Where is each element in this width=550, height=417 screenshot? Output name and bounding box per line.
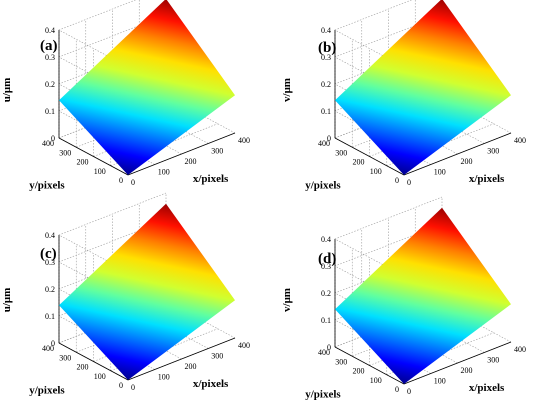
- y-axis-label: y/pixels: [29, 179, 65, 191]
- displacement-surface: [59, 203, 235, 380]
- x-tick-label: 0: [407, 387, 411, 396]
- x-tick-label: 100: [158, 168, 170, 177]
- x-tick-label: 300: [211, 147, 223, 156]
- y-tick-label: 0: [119, 176, 123, 185]
- z-tick-label: 0.3: [321, 262, 331, 271]
- y-axis-line: [334, 137, 405, 176]
- z-axis-label: u/μm: [1, 78, 13, 103]
- z-tick-label: 0.2: [45, 285, 55, 294]
- y-tick-label: 300: [59, 353, 71, 362]
- z-tick-label: 0.3: [321, 53, 331, 62]
- y-tick-label: 0: [395, 385, 399, 394]
- surface-panel-1: 0100200300400010020030040000.10.20.30.4x…: [281, 0, 526, 191]
- y-tick-label: 400: [318, 348, 330, 357]
- z-tick-label: 0.2: [321, 80, 331, 89]
- z-axis-label: v/μm: [281, 78, 293, 102]
- y-tick-label: 400: [318, 139, 330, 148]
- y-axis-label: y/pixels: [305, 179, 341, 191]
- z-tick-label: 0.2: [45, 80, 55, 89]
- panel-label: (d): [318, 251, 336, 267]
- y-tick-label: 300: [335, 148, 347, 157]
- y-tick-label: 200: [77, 363, 89, 372]
- y-axis-line: [58, 137, 129, 176]
- y-tick-label: 300: [335, 357, 347, 366]
- z-tick-label: 0.1: [45, 312, 55, 321]
- y-tick-label: 0: [119, 381, 123, 390]
- y-tick-label: 400: [42, 344, 54, 353]
- surface-panel-2: 0100200300400010020030040000.10.20.30.4x…: [1, 192, 250, 396]
- y-axis-line: [58, 342, 129, 381]
- x-axis-line: [127, 337, 236, 381]
- z-tick-label: 0.1: [45, 107, 55, 116]
- y-tick-label: 0: [395, 176, 399, 185]
- displacement-surface: [335, 207, 511, 384]
- y-tick-label: 100: [94, 167, 106, 176]
- z-tick-label: 0.2: [321, 289, 331, 298]
- z-axis-label: u/μm: [1, 288, 13, 313]
- x-tick-label: 200: [185, 157, 197, 166]
- y-tick-label: 400: [42, 139, 54, 148]
- x-tick-label: 400: [238, 341, 250, 350]
- z-tick-label: 0.4: [45, 231, 55, 240]
- y-axis-line: [334, 346, 405, 385]
- x-axis-label: x/pixels: [469, 173, 505, 185]
- x-axis-label: x/pixels: [469, 382, 505, 394]
- panel-label: (a): [40, 38, 58, 54]
- surface-panel-0: 0100200300400010020030040000.10.20.30.4x…: [1, 0, 250, 191]
- displacement-surface: [59, 0, 235, 175]
- x-tick-label: 300: [211, 352, 223, 361]
- z-tick-label: 0.4: [321, 26, 331, 35]
- y-tick-label: 100: [370, 167, 382, 176]
- z-axis-label: v/μm: [281, 288, 293, 312]
- y-axis-label: y/pixels: [29, 384, 65, 396]
- panel-label: (b): [318, 40, 336, 56]
- x-tick-label: 400: [238, 136, 250, 145]
- x-tick-label: 100: [434, 377, 446, 386]
- x-axis-line: [403, 132, 512, 176]
- z-tick-label: 0: [327, 134, 331, 143]
- y-tick-label: 200: [353, 158, 365, 167]
- x-tick-label: 200: [461, 157, 473, 166]
- x-tick-label: 200: [461, 366, 473, 375]
- y-axis-label: y/pixels: [305, 388, 341, 400]
- y-tick-label: 200: [353, 367, 365, 376]
- x-tick-label: 0: [407, 178, 411, 187]
- displacement-surface: [335, 0, 511, 175]
- z-tick-label: 0: [327, 343, 331, 352]
- z-tick-label: 0: [51, 339, 55, 348]
- surface-panel-3: 0100200300400010020030040000.10.20.30.4x…: [281, 196, 526, 400]
- y-tick-label: 200: [77, 158, 89, 167]
- panel-label: (c): [40, 246, 57, 262]
- x-axis-line: [403, 341, 512, 385]
- x-tick-label: 200: [185, 362, 197, 371]
- x-tick-label: 100: [434, 168, 446, 177]
- z-tick-label: 0.1: [321, 316, 331, 325]
- z-tick-label: 0: [51, 134, 55, 143]
- z-tick-label: 0.4: [45, 26, 55, 35]
- x-tick-label: 400: [514, 345, 526, 354]
- x-tick-label: 100: [158, 373, 170, 382]
- y-tick-label: 100: [94, 372, 106, 381]
- x-axis-label: x/pixels: [193, 378, 229, 390]
- z-tick-label: 0.3: [45, 258, 55, 267]
- x-axis-line: [127, 132, 236, 176]
- x-tick-label: 300: [487, 356, 499, 365]
- x-tick-label: 0: [131, 178, 135, 187]
- x-tick-label: 400: [514, 136, 526, 145]
- y-tick-label: 300: [59, 148, 71, 157]
- z-tick-label: 0.4: [321, 235, 331, 244]
- x-tick-label: 300: [487, 147, 499, 156]
- z-tick-label: 0.3: [45, 53, 55, 62]
- z-tick-label: 0.1: [321, 107, 331, 116]
- x-axis-label: x/pixels: [193, 173, 229, 185]
- y-tick-label: 100: [370, 376, 382, 385]
- x-tick-label: 0: [131, 383, 135, 392]
